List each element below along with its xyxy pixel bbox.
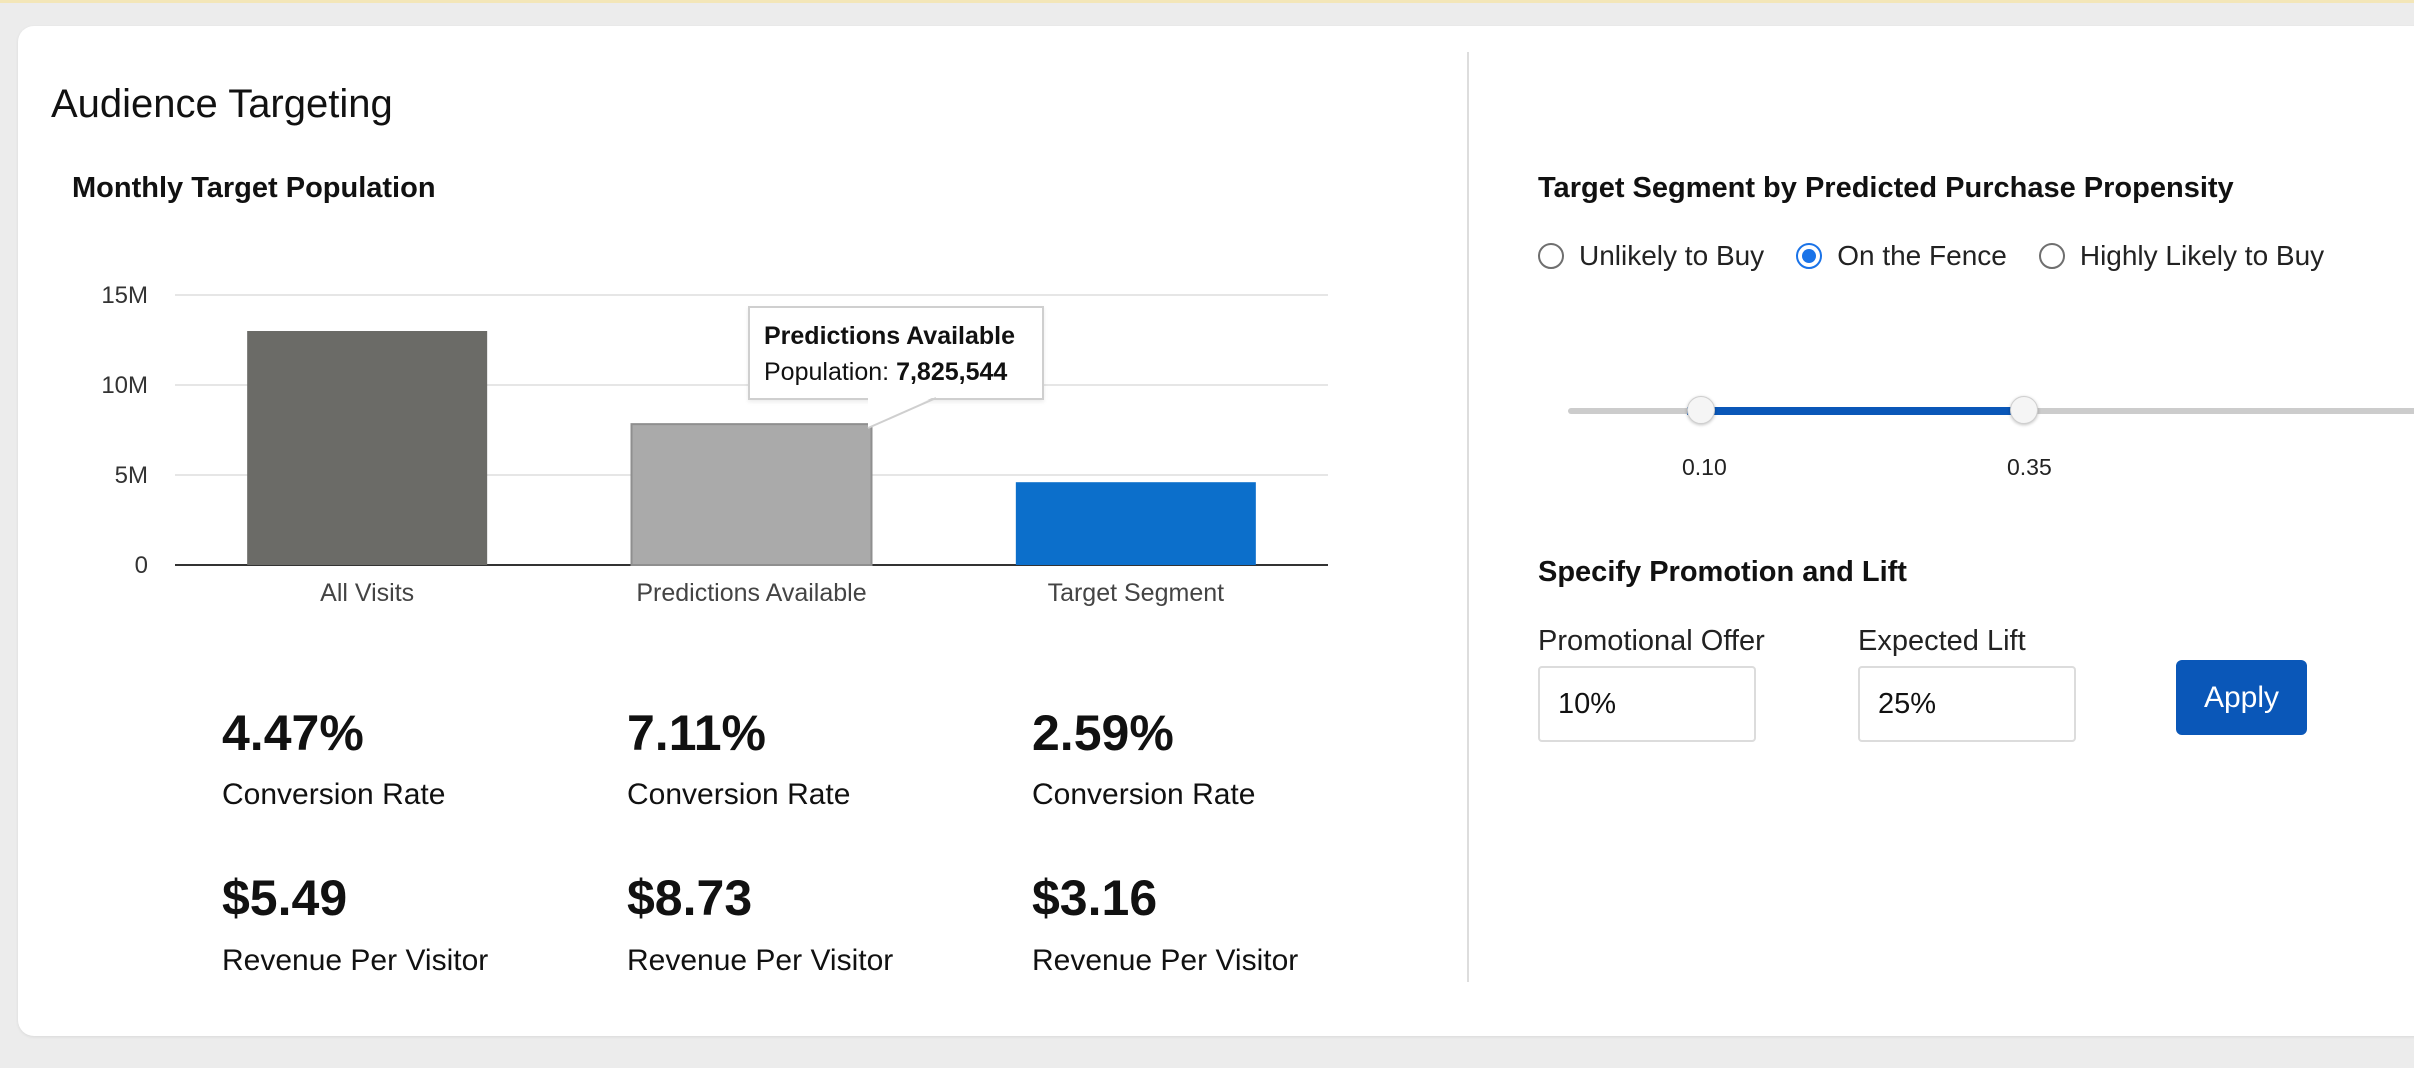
x-category-label: All Visits — [320, 579, 414, 607]
y-tick-label: 10M — [101, 372, 148, 399]
bar-all-visits[interactable] — [247, 331, 488, 565]
conversion-rate-label: Conversion Rate — [1032, 778, 1256, 811]
y-tick-label: 5M — [115, 462, 148, 489]
panel-divider — [1467, 52, 1469, 982]
promotional-offer-label: Promotional Offer — [1538, 625, 1765, 657]
slider-high-handle[interactable] — [2010, 396, 2038, 424]
conversion-rate-label: Conversion Rate — [627, 778, 851, 811]
revenue-per-visitor-label: Revenue Per Visitor — [222, 944, 489, 977]
segment-section-title: Target Segment by Predicted Purchase Pro… — [1538, 172, 2234, 204]
radio-button[interactable] — [2038, 243, 2065, 269]
radio-button[interactable] — [1538, 243, 1564, 269]
propensity-radio-group: Unlikely to Buy On the Fence Highly Like… — [1538, 240, 2356, 272]
promotional-offer-input[interactable] — [1538, 666, 1756, 742]
x-category-label: Target Segment — [1048, 579, 1225, 607]
radio-label: Highly Likely to Buy — [2079, 240, 2325, 271]
slider-high-value: 0.35 — [2007, 454, 2052, 480]
tooltip-label: Population: — [764, 358, 890, 386]
apply-button[interactable]: Apply — [2176, 660, 2307, 735]
revenue-per-visitor-target-segment: $3.16 — [1032, 870, 1158, 926]
bar-target-segment[interactable] — [1015, 482, 1256, 565]
chart-section-title: Monthly Target Population — [72, 172, 436, 204]
expected-lift-label: Expected Lift — [1858, 625, 2026, 657]
tooltip-title: Predictions Available — [764, 322, 1016, 350]
slider-selected-range — [1687, 407, 2012, 415]
conversion-rate-predictions: 7.11% — [627, 705, 767, 761]
chart-bars — [247, 331, 1256, 566]
x-category-label: Predictions Available — [636, 579, 866, 607]
radio-on-the-fence[interactable]: On the Fence — [1796, 240, 2007, 272]
radio-button-selected[interactable] — [1796, 243, 1823, 269]
population-bar-chart: 0 5M 10M 15M All Visits Predictions Available… — [101, 282, 1328, 607]
y-tick-label: 15M — [101, 282, 148, 309]
tooltip-value: 7,825,544 — [896, 358, 1008, 386]
revenue-per-visitor-label: Revenue Per Visitor — [627, 944, 894, 977]
expected-lift-input[interactable] — [1858, 666, 2076, 742]
top-border — [0, 0, 2414, 3]
conversion-rate-target-segment: 2.59% — [1032, 705, 1174, 761]
radio-label: Unlikely to Buy — [1579, 240, 1765, 271]
y-tick-label: 0 — [135, 552, 148, 579]
slider-low-handle[interactable] — [1687, 396, 1715, 424]
chart-tooltip: Predictions Available Population: 7,825,… — [748, 306, 1044, 400]
radio-unlikely-to-buy[interactable]: Unlikely to Buy — [1538, 240, 1764, 272]
slider-low-value: 0.10 — [1682, 454, 1727, 480]
conversion-rate-all-visits: 4.47% — [222, 705, 364, 761]
radio-label: On the Fence — [1837, 240, 2007, 271]
page-title: Audience Targeting — [51, 82, 393, 126]
conversion-rate-label: Conversion Rate — [222, 778, 446, 811]
propensity-range-slider[interactable] — [1568, 396, 2414, 426]
revenue-per-visitor-predictions: $8.73 — [627, 870, 753, 926]
radio-highly-likely-to-buy[interactable]: Highly Likely to Buy — [2038, 240, 2325, 272]
revenue-per-visitor-label: Revenue Per Visitor — [1032, 944, 1299, 977]
tooltip-pointer — [867, 396, 937, 429]
bar-predictions-available[interactable] — [630, 423, 873, 566]
promotion-section-title: Specify Promotion and Lift — [1538, 556, 1907, 588]
chart-labels: 0 5M 10M 15M All Visits Predictions Available… — [101, 282, 1224, 607]
revenue-per-visitor-all-visits: $5.49 — [222, 870, 348, 926]
